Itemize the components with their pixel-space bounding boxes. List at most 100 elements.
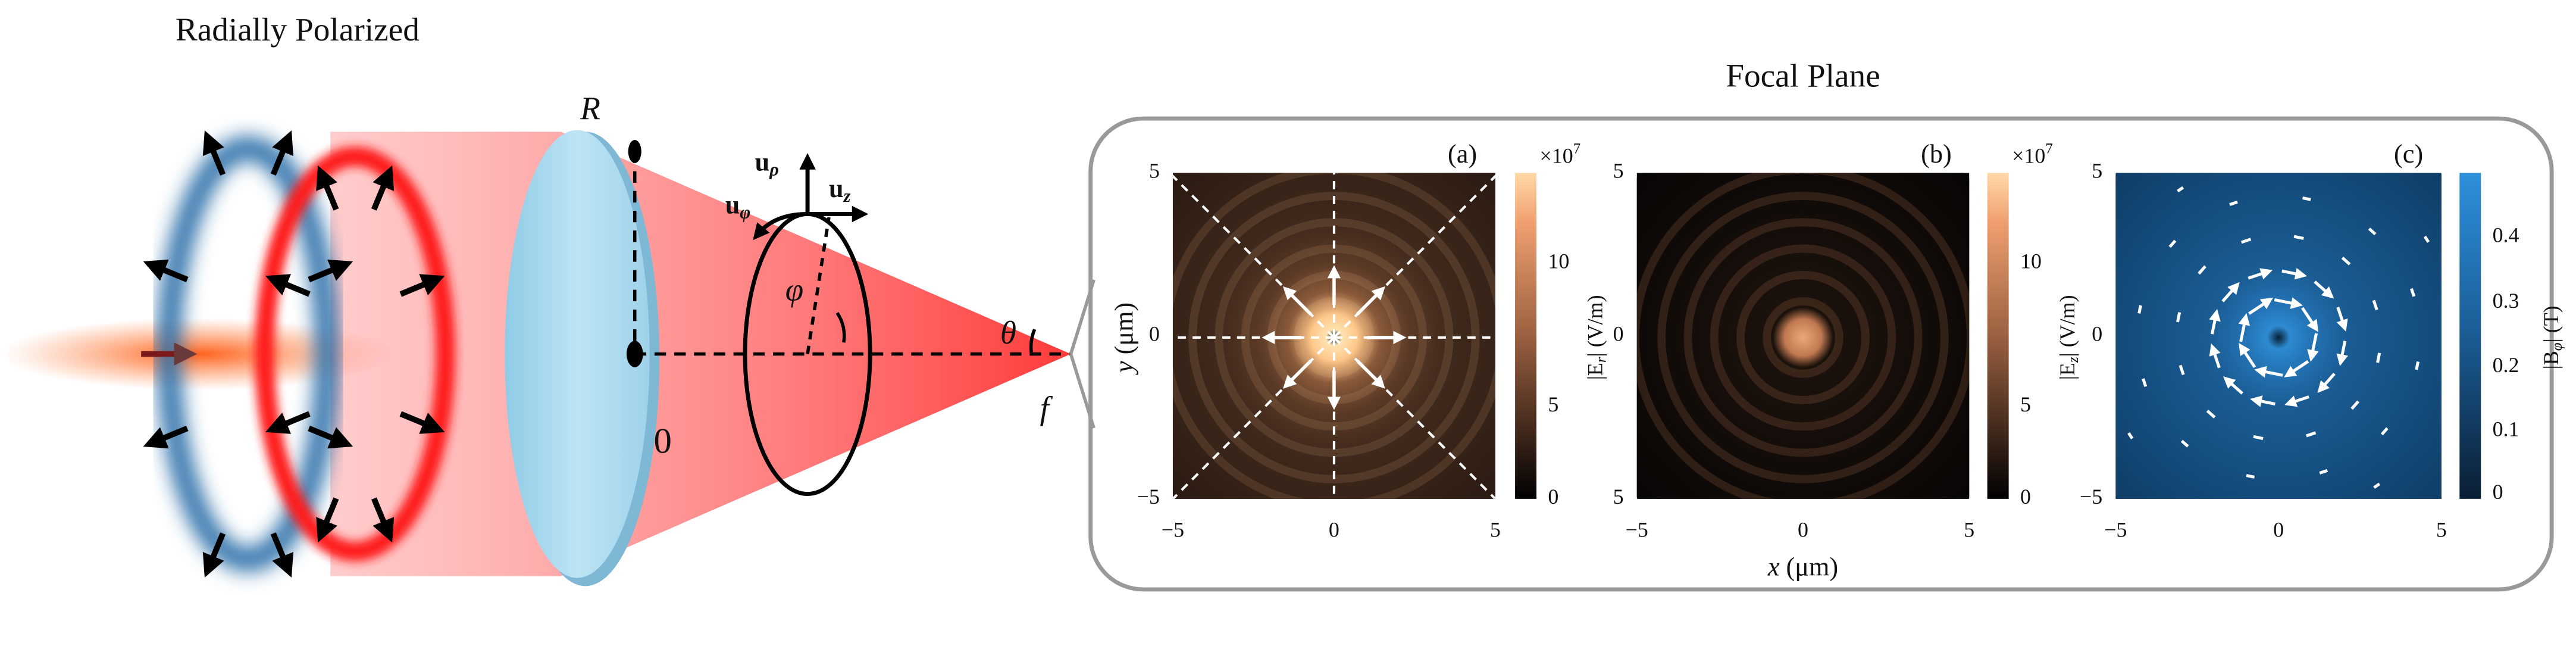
multiplier-base: ×10	[2012, 144, 2045, 168]
unit-subscript: φ	[740, 202, 750, 222]
axis-unit: (μm)	[1779, 553, 1838, 582]
field-arrow	[1282, 360, 1312, 389]
label-part: | (T)	[2539, 305, 2563, 342]
field-arrow	[2168, 239, 2177, 248]
label-origin: 0	[654, 422, 672, 461]
field-arrow	[2319, 469, 2328, 475]
field-arrow	[2223, 376, 2243, 395]
field-arrow	[2206, 409, 2216, 419]
y-tick-label: −5	[2080, 485, 2102, 509]
intensity-ring	[1736, 270, 1870, 404]
field-arrow	[2180, 439, 2189, 448]
field-arrow	[2177, 186, 2184, 193]
polarization-arrow	[316, 165, 339, 211]
label-theta: θ	[1000, 314, 1016, 351]
field-arrow	[2253, 435, 2264, 440]
multiplier-exponent: 7	[1573, 141, 1580, 157]
field-arrow	[1356, 286, 1385, 316]
y-axis-label: y (μm)	[1110, 302, 1139, 375]
colorbar-tick-label: 0.1	[2493, 417, 2519, 441]
field-arrow	[2350, 400, 2359, 410]
field-line	[1172, 336, 1335, 499]
colorbar-tick-label: 10	[2020, 249, 2042, 273]
field-arrow	[2373, 482, 2381, 489]
field-arrow	[2250, 395, 2275, 407]
field-arrow	[2336, 341, 2348, 366]
field-arrow	[2302, 196, 2311, 201]
input-beam	[1, 317, 396, 391]
colorbar-label: |Bφ| (T)	[2539, 305, 2565, 369]
field-arrow	[2380, 427, 2389, 436]
colorbar-tick-label: 5	[2020, 392, 2031, 416]
field-arrow	[2452, 370, 2453, 376]
polarization-arrow	[202, 532, 226, 578]
red-ring	[254, 146, 456, 561]
multiplier-exponent: 7	[2045, 141, 2052, 157]
intensity-ring	[1683, 218, 1923, 457]
colorbar	[2459, 173, 2481, 499]
x-tick-label: 5	[1490, 517, 1501, 541]
label-part: | (V/m)	[1583, 295, 1607, 357]
field-arrow	[2305, 431, 2317, 438]
y-tick-label: 5	[1613, 485, 1624, 509]
unit-label: uφ	[725, 191, 750, 223]
field-arrow	[2415, 361, 2420, 370]
field-arrow	[2423, 235, 2430, 243]
axis-unit: (μm)	[1110, 302, 1139, 361]
field-arrow	[2238, 313, 2251, 342]
colorbar-tick-label: 0	[2020, 485, 2031, 509]
field-arrow	[2221, 282, 2240, 302]
polarization-arrow	[270, 532, 294, 578]
field-arrow	[2368, 227, 2377, 236]
field-arrow	[2104, 299, 2105, 305]
colorbar-tick-label: 0.3	[2493, 289, 2519, 313]
polarization-arrows	[141, 130, 445, 578]
colorbar-tick-label: 0	[1548, 485, 1558, 509]
colorbar-label: |Er| (V/m)	[1583, 295, 1610, 380]
point	[626, 341, 643, 367]
panel-label: (a)	[1448, 139, 1477, 169]
polarization-arrow	[399, 411, 445, 434]
colorbar-tick-label: 0.2	[2493, 353, 2519, 377]
field-line	[1333, 174, 1495, 339]
field-arrow	[2376, 352, 2381, 363]
unit-symbol: u	[725, 191, 740, 220]
colorbar-tick-label: 0.4	[2493, 223, 2519, 247]
heatmap-a	[1172, 173, 1495, 499]
label-sub: z	[2065, 357, 2082, 363]
unit-label: uz	[829, 174, 851, 206]
field-arrow	[2284, 360, 2309, 378]
colorbar-tick-label: 5	[1548, 392, 1558, 416]
colorbar-multiplier: ×107	[1540, 141, 1581, 167]
y-tick-label: 0	[2092, 322, 2102, 345]
colorbar	[1987, 173, 2009, 499]
field-arrow	[1282, 286, 1312, 316]
field-arrow	[2248, 297, 2273, 315]
unit-label: uρ	[755, 148, 779, 180]
y-tick-label: 5	[1613, 159, 1624, 183]
colorbar-label: |Ez| (V/m)	[2055, 295, 2082, 380]
field-arrow	[2127, 432, 2134, 439]
x-tick-label: 0	[1329, 517, 1339, 541]
multiplier-base: ×10	[1540, 144, 1573, 168]
field-line	[1333, 336, 1495, 499]
field-arrow	[2246, 474, 2255, 479]
x-tick-label: −5	[1162, 517, 1184, 541]
x-tick-label: 0	[2273, 517, 2284, 541]
field-arrow	[2239, 343, 2256, 368]
axis-var: x	[1767, 553, 1780, 582]
field-arrow	[2209, 343, 2221, 369]
field-arrow	[2142, 378, 2148, 387]
intensity-ring	[1710, 244, 1896, 431]
intensity-ring	[1215, 218, 1454, 457]
label-f: f	[1040, 390, 1053, 426]
intensity	[2115, 173, 2442, 499]
field-arrow	[2274, 297, 2303, 309]
label-sub: φ	[2549, 342, 2565, 351]
x-axis-label: x (μm)	[1767, 553, 1838, 582]
intensity	[1636, 173, 1970, 499]
field-arrow	[2311, 163, 2317, 164]
x-tick-label: −5	[2104, 517, 2127, 541]
field-arrow	[2240, 238, 2252, 244]
